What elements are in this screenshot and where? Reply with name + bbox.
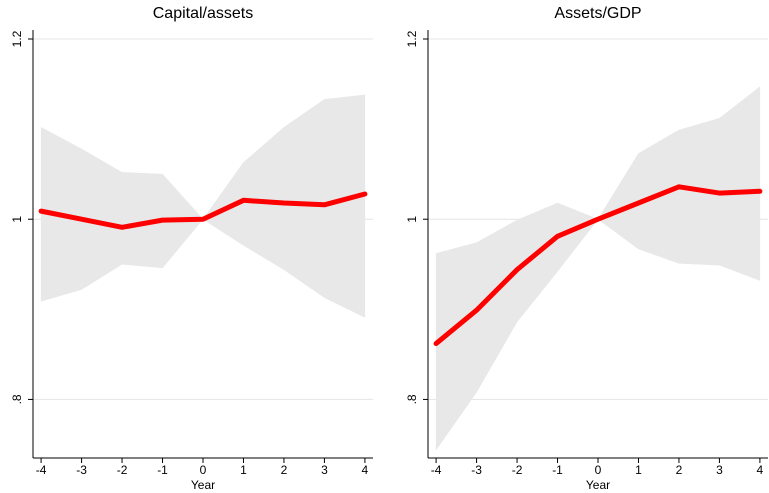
x-tick-label: -4 — [431, 463, 442, 477]
confidence-band — [597, 152, 639, 250]
x-tick-label: 4 — [362, 463, 369, 477]
x-tick-label: 0 — [595, 463, 602, 477]
x-tick-label: -1 — [552, 463, 563, 477]
y-tick-label: .8 — [405, 394, 419, 404]
y-tick-label: 1.2 — [405, 30, 419, 47]
confidence-band — [324, 94, 366, 318]
line — [38, 191, 368, 230]
x-tick-label: 1 — [240, 463, 247, 477]
x-tick-label: -4 — [36, 463, 47, 477]
x-tick-label: -2 — [117, 463, 128, 477]
x-tick-label: -1 — [157, 463, 168, 477]
x-tick-label: 4 — [757, 463, 764, 477]
y-tick-label: .8 — [10, 394, 24, 404]
confidence-band — [719, 86, 761, 281]
y-tick-label: 1.2 — [10, 30, 24, 47]
y-tick-label: 1 — [10, 216, 24, 223]
x-tick-label: -2 — [512, 463, 523, 477]
x-tick-label: -3 — [471, 463, 482, 477]
x-tick-label: 3 — [321, 463, 328, 477]
x-tick-label: 2 — [676, 463, 683, 477]
confidence-band — [283, 98, 325, 299]
chart-title: Assets/GDP — [554, 5, 641, 22]
chart-title: Capital/assets — [153, 5, 254, 22]
x-axis-label: Year — [586, 478, 610, 492]
x-tick-label: -3 — [76, 463, 87, 477]
x-axis-label: Year — [191, 478, 215, 492]
confidence-band — [557, 202, 599, 273]
x-tick-label: 0 — [200, 463, 207, 477]
y-tick-label: 1 — [405, 216, 419, 223]
line — [433, 184, 763, 347]
x-tick-label: 1 — [635, 463, 642, 477]
x-tick-label: 3 — [716, 463, 723, 477]
confidence-band — [435, 242, 477, 451]
x-tick-label: 2 — [281, 463, 288, 477]
